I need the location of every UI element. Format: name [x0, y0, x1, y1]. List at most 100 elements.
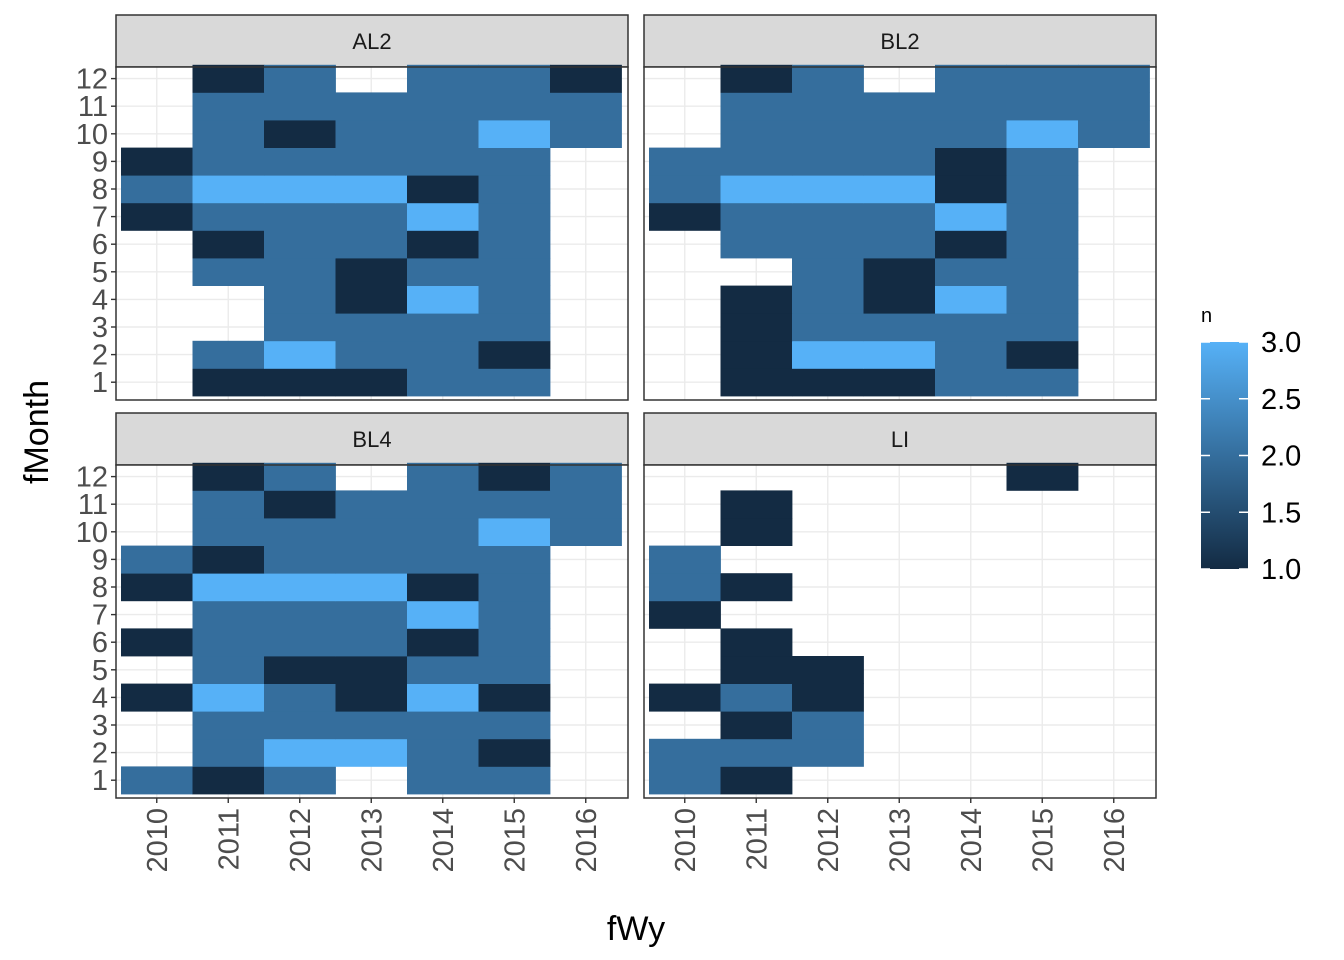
heatmap-tile [335, 545, 408, 574]
heatmap-tile [550, 462, 622, 491]
y-tick-label: 3 [92, 710, 108, 742]
panel-border [115, 66, 629, 401]
heatmap-tile [792, 738, 864, 767]
heatmap-tile [478, 490, 551, 519]
heatmap-tile [478, 313, 551, 342]
heatmap-tile [792, 120, 864, 148]
heatmap-tile [478, 175, 551, 204]
facet-strip-label: BL2 [880, 29, 919, 54]
heatmap-tile [335, 120, 408, 148]
facet-strip-label: BL4 [352, 427, 391, 452]
heatmap-tile [192, 656, 265, 684]
facet-strip [115, 412, 629, 466]
heatmap-tile [792, 368, 864, 397]
heatmap-tile [1006, 64, 1079, 93]
heatmap-tile [407, 683, 479, 712]
heatmap-tile [121, 628, 193, 657]
heatmap-tile [792, 285, 864, 314]
heatmap-tile [192, 683, 265, 712]
heatmap-tile [720, 766, 793, 795]
heatmap-tile [478, 683, 551, 712]
panel-bl2: BL2 [643, 14, 1157, 401]
heatmap-tile [121, 573, 193, 602]
heatmap-tile [478, 462, 551, 491]
x-tick-label: 2015 [1027, 808, 1059, 873]
heatmap-tile [863, 285, 936, 314]
x-axis-title: fWy [607, 910, 665, 948]
heatmap-tile [192, 738, 265, 767]
heatmap-tile [720, 573, 793, 602]
heatmap-tile [1006, 175, 1079, 204]
heatmap-tile [649, 766, 721, 795]
heatmap-tile [335, 573, 408, 602]
heatmap-tile [792, 340, 864, 369]
heatmap-tile [264, 656, 336, 684]
heatmap-tiles [649, 64, 1150, 397]
heatmap-tile [335, 628, 408, 657]
facet-strip [643, 412, 1157, 466]
heatmap-tile [1006, 340, 1079, 369]
heatmap-tile [192, 175, 265, 204]
y-tick-label: 7 [92, 600, 108, 632]
y-tick-label: 2 [92, 340, 108, 372]
heatmap-tile [192, 518, 265, 546]
heatmap-tile [264, 92, 336, 121]
heatmap-tile [649, 683, 721, 712]
heatmap-tile [407, 490, 479, 519]
heatmap-tile [192, 490, 265, 519]
heatmap-tile [720, 285, 793, 314]
heatmap-tile [264, 711, 336, 740]
heatmap-tile [121, 202, 193, 231]
heatmap-tile [478, 368, 551, 397]
panels-layer: AL2123456789101112BL2BL41234567891011122… [76, 14, 1157, 873]
heatmap-tile [792, 230, 864, 259]
heatmap-tile [478, 230, 551, 259]
heatmap-tile [720, 147, 793, 176]
legend-tick-label: 1.5 [1261, 497, 1301, 529]
heatmap-tile [1006, 202, 1079, 231]
x-tick-label: 2016 [571, 808, 603, 873]
heatmap-tile [264, 313, 336, 342]
heatmap-tile [720, 120, 793, 148]
heatmap-tile [649, 573, 721, 602]
heatmap-tile [264, 600, 336, 629]
heatmap-tile [192, 92, 265, 121]
facet-strip-label: LI [891, 427, 909, 452]
facet-strip [643, 14, 1157, 68]
heatmap-tile [335, 518, 408, 546]
heatmap-tile [863, 340, 936, 369]
heatmap-tile [192, 147, 265, 176]
y-tick-label: 8 [92, 174, 108, 206]
heatmap-tile [407, 147, 479, 176]
heatmap-tile [720, 313, 793, 342]
heatmap-tile [264, 462, 336, 491]
heatmap-tile [863, 175, 936, 204]
heatmap-tile [1078, 92, 1150, 121]
heatmap-tile [1006, 230, 1079, 259]
legend-tick-label: 1.0 [1261, 554, 1301, 586]
heatmap-tile [407, 518, 479, 546]
y-tick-label: 5 [92, 257, 108, 289]
heatmap-tile [335, 368, 408, 397]
x-tick-label: 2012 [285, 808, 317, 873]
heatmap-tile [550, 518, 622, 546]
heatmap-tile [407, 64, 479, 93]
heatmap-tile [335, 92, 408, 121]
panel-li: LI 2010 2011 2012 2013 2014 2015 2016 [643, 412, 1157, 873]
heatmap-tile [264, 490, 336, 519]
heatmap-tile [720, 368, 793, 397]
x-tick-label: 2013 [884, 808, 916, 873]
y-tick-label: 7 [92, 202, 108, 234]
heatmap-tile [335, 600, 408, 629]
heatmap-tile [192, 711, 265, 740]
heatmap-tile [192, 462, 265, 491]
heatmap-tile [407, 573, 479, 602]
heatmap-tile [192, 766, 265, 795]
y-tick-label: 6 [92, 229, 108, 261]
heatmap-tile [1078, 64, 1150, 93]
heatmap-tile [649, 175, 721, 204]
heatmap-tile [935, 175, 1007, 204]
heatmap-tile [550, 92, 622, 121]
x-tick-label: 2010 [142, 808, 174, 873]
